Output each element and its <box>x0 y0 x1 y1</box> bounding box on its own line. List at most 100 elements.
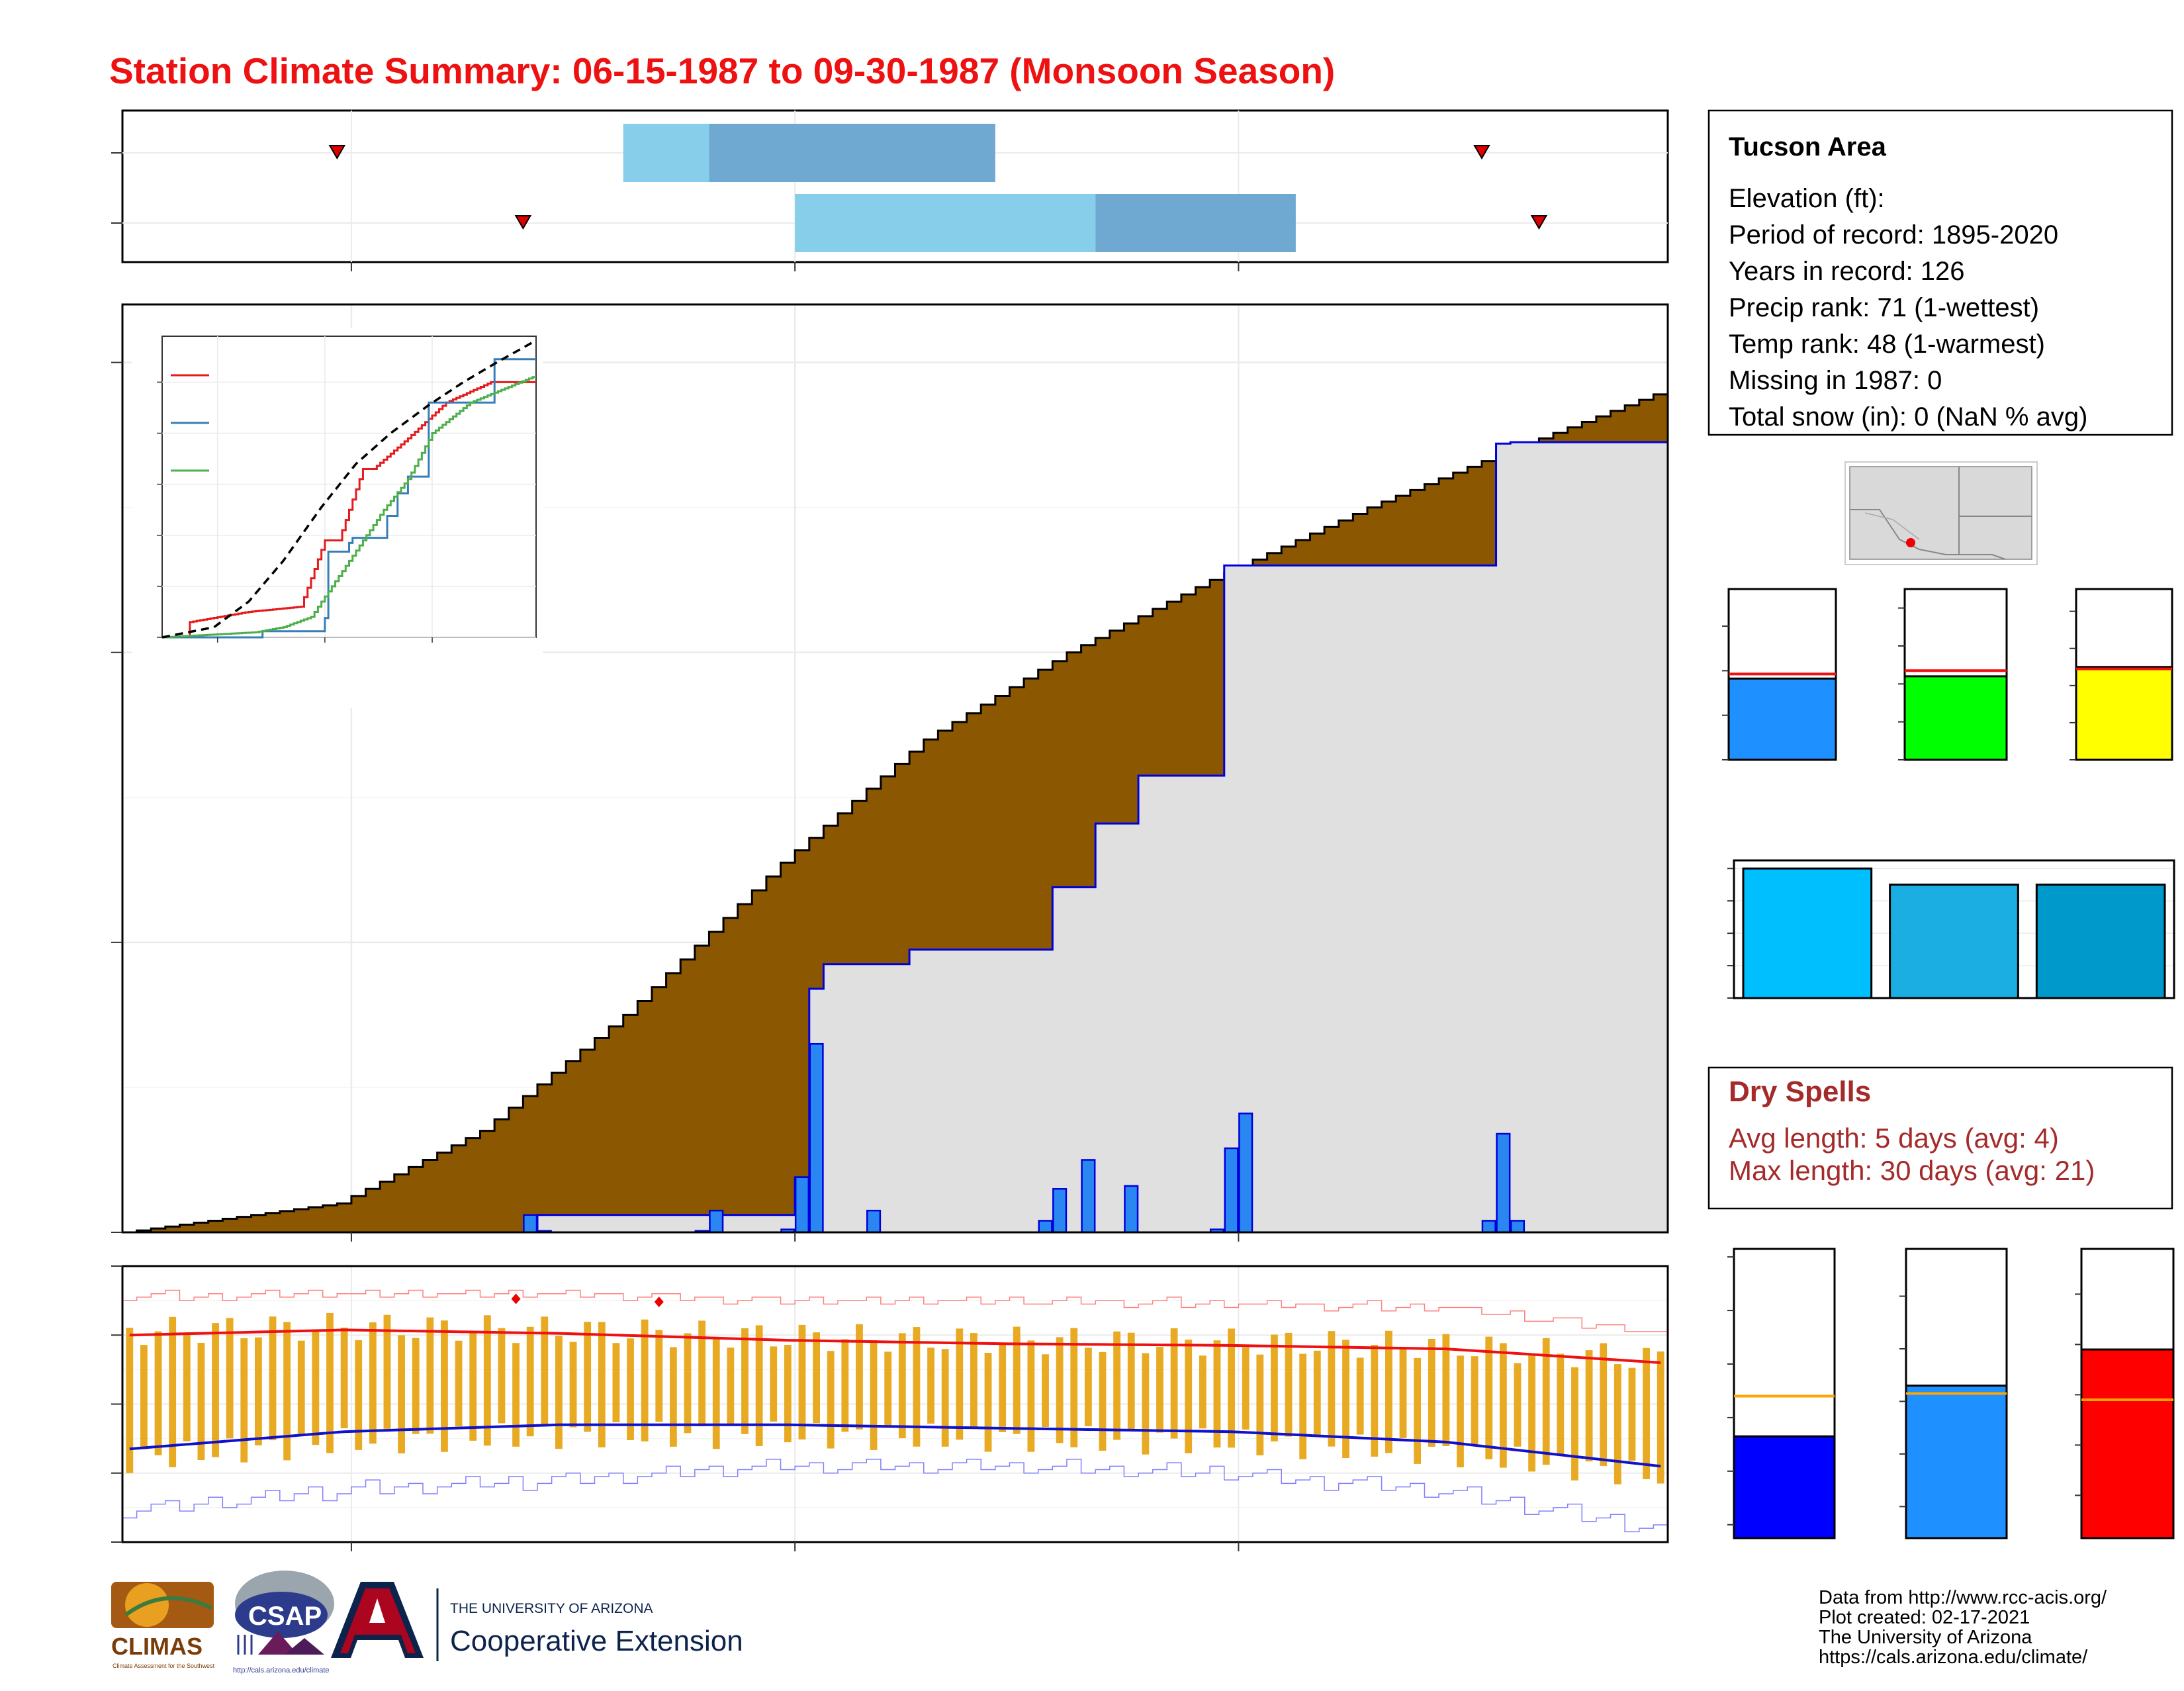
daily-temp-bar <box>1614 1364 1621 1485</box>
daily-temp-bar <box>326 1312 334 1453</box>
csap-logo-text: CSAP <box>248 1602 322 1631</box>
climas-logo-subtext: Climate Assessment for the Southwest <box>113 1663 215 1669</box>
daily-temp-bar <box>784 1345 792 1443</box>
daily-temp-bar <box>140 1345 148 1449</box>
first-event-marker <box>514 215 532 230</box>
daily-temp-bar <box>1113 1331 1121 1440</box>
daily-temp-bar <box>569 1342 577 1428</box>
dry-spells-box: Dry Spells Avg length: 5 days (avg: 4) M… <box>1707 1066 2173 1210</box>
daily-temp-bar <box>283 1322 291 1461</box>
daily-precip-bar <box>1124 1185 1139 1234</box>
daily-temp-bar <box>698 1320 706 1427</box>
daily-temp-bar <box>1027 1340 1035 1452</box>
daily-temp-bar <box>1342 1340 1349 1459</box>
daily-precip-bar <box>1496 1132 1511 1234</box>
daily-temp-bar <box>1600 1343 1608 1466</box>
ua-logo-small-text: THE UNIVERSITY OF ARIZONA <box>450 1601 653 1616</box>
daily-temp-bar <box>126 1328 134 1473</box>
footer-line-created: Plot created: 02-17-2021 <box>1819 1607 2030 1628</box>
daily-temp-bar <box>598 1322 606 1447</box>
avg-tmin-line <box>129 1423 1661 1468</box>
dry-spells-max: Max length: 30 days (avg: 21) <box>1729 1155 2095 1186</box>
precip-panel <box>111 303 1669 1242</box>
precip-events-bar <box>1742 867 1873 999</box>
daily-precip-bar <box>809 1042 824 1234</box>
timing-bar-25-50 <box>795 194 1096 252</box>
daily-temp-bar <box>1499 1343 1507 1468</box>
daily-precip-bar <box>1238 1113 1253 1234</box>
daily-temp-bar <box>827 1351 835 1449</box>
daily-temp-bar <box>412 1338 420 1434</box>
daily-temp-bar <box>269 1316 277 1441</box>
station-precip-rank: Precip rank: 71 (1-wettest) <box>1729 293 2039 322</box>
daily-temp-bar <box>1127 1332 1135 1431</box>
daily-temp-bar <box>1356 1357 1364 1435</box>
daily-precip-bar <box>1052 1188 1068 1234</box>
inset-series-line-1997 <box>162 376 536 639</box>
daily-temp-bar <box>727 1348 735 1426</box>
daily-temp-bar <box>1528 1353 1536 1472</box>
csap-logo: CSAP http://cals.arizona.edu/climate <box>233 1571 334 1674</box>
daily-temp-bar <box>1070 1328 1078 1447</box>
timing-bar-50-75 <box>709 124 995 182</box>
daily-temp-bar <box>741 1328 749 1434</box>
daily-temp-bar <box>1643 1348 1650 1479</box>
daily-temp-bar <box>941 1349 949 1447</box>
daily-temp-bar <box>1585 1350 1593 1462</box>
daily-precip-bar <box>1510 1220 1525 1234</box>
daily-temp-bar <box>1514 1363 1522 1447</box>
daily-temp-bar <box>927 1348 934 1424</box>
daily-temp-bar <box>469 1333 477 1441</box>
daily-temp-bar <box>1299 1353 1307 1459</box>
daily-precip-bar <box>1481 1220 1496 1234</box>
daily-precip-bar <box>1224 1147 1239 1234</box>
daily-temp-bar <box>870 1340 878 1450</box>
ua-logo-big-text: Cooperative Extension <box>450 1625 743 1657</box>
daily-temp-bar <box>1271 1334 1278 1441</box>
station-snow: Total snow (in): 0 (NaN % avg) <box>1729 402 2087 432</box>
station-elevation: Elevation (ft): <box>1729 184 1885 213</box>
daily-temp-bar <box>297 1340 305 1435</box>
daily-temp-bar <box>641 1319 649 1441</box>
daily-temp-bar <box>1542 1338 1550 1465</box>
record-low-line <box>122 1459 1668 1533</box>
daily-temp-bar <box>884 1351 892 1426</box>
daily-precip-bar <box>1081 1159 1096 1234</box>
inset-panel <box>132 328 543 708</box>
station-location-marker <box>1906 538 1915 547</box>
tmin-summary-bar <box>1733 1435 1836 1539</box>
precip-frame <box>121 303 1669 1234</box>
temps-panel <box>111 1265 1669 1551</box>
station-years: Years in record: 126 <box>1729 257 1965 286</box>
daily-temp-bar <box>254 1337 262 1445</box>
daily-temp-bar <box>627 1338 634 1441</box>
daily-precip-bar <box>523 1214 538 1234</box>
daily-temp-bar <box>841 1339 849 1432</box>
daily-temp-bar <box>684 1333 692 1434</box>
daily-temp-bar <box>1084 1348 1092 1426</box>
daily-temp-bar <box>655 1330 663 1422</box>
daily-temp-bar <box>999 1344 1007 1432</box>
daily-temp-bar <box>1185 1340 1193 1453</box>
daily-temp-bar <box>1013 1326 1021 1434</box>
daily-temp-bar <box>1471 1356 1479 1444</box>
daily-temp-bar <box>1428 1338 1435 1447</box>
daily-temp-bar <box>1485 1336 1493 1459</box>
daily-temp-bar <box>1170 1328 1178 1439</box>
daily-temp-bar <box>1256 1354 1264 1455</box>
daily-temp-bar <box>398 1335 406 1453</box>
right-panels <box>1722 588 2175 1539</box>
daily-temp-bar <box>1213 1340 1221 1448</box>
daily-temp-bar <box>898 1333 906 1439</box>
dry-spells-title: Dry Spells <box>1729 1075 1871 1108</box>
daily-temp-bar <box>1328 1331 1336 1447</box>
daily-temp-bar <box>312 1329 320 1445</box>
daily-temp-bar <box>956 1328 964 1440</box>
rain-days-bar <box>1903 675 2008 761</box>
page-title: Station Climate Summary: 06-15-1987 to 0… <box>109 50 1335 91</box>
daily-temp-bar <box>856 1324 863 1430</box>
footer-line-university: The University of Arizona <box>1819 1627 2032 1648</box>
precip-events-frame-outline <box>1733 859 2175 999</box>
last-event-marker <box>1473 145 1490 160</box>
daily-temp-bar <box>1414 1357 1422 1464</box>
